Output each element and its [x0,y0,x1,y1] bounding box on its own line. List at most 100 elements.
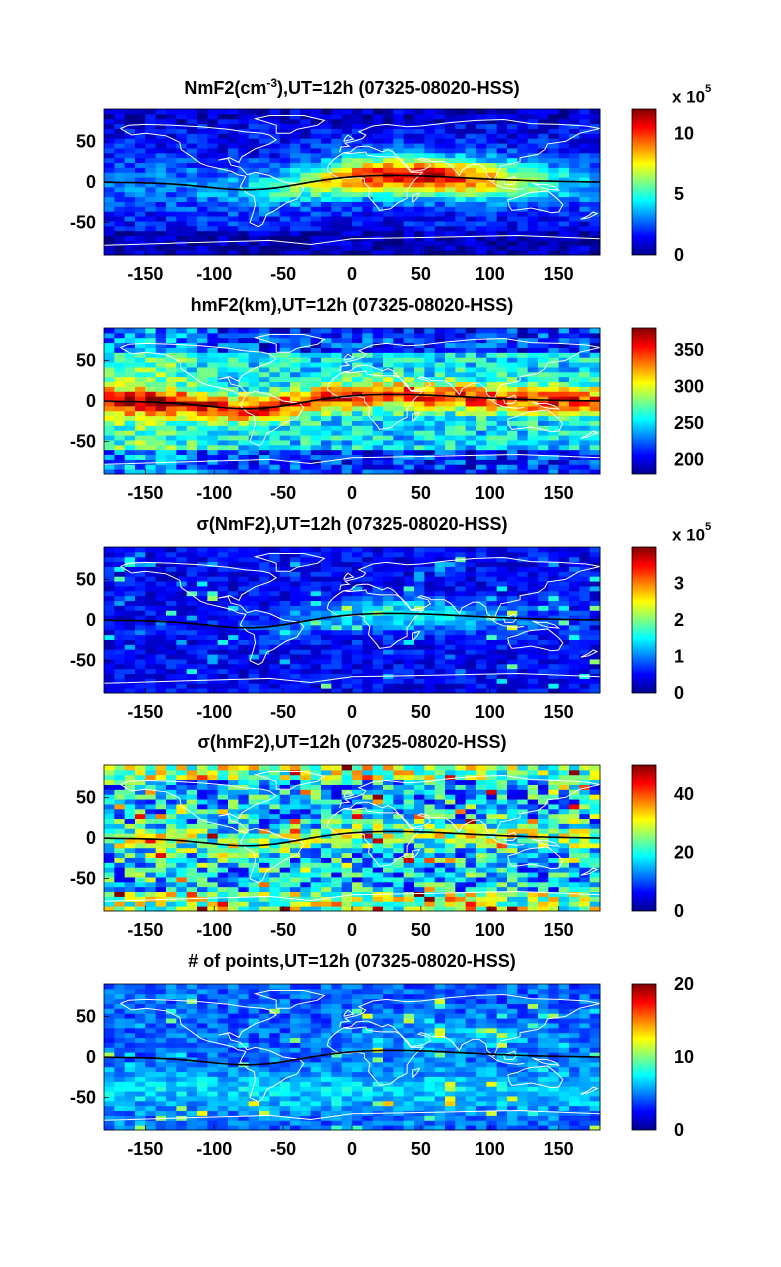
heatmap-cell [176,352,188,358]
heatmap-cell [238,401,250,407]
heatmap-cell [403,147,415,154]
heatmap-cell [424,469,436,475]
heatmap-cell [579,250,591,256]
heatmap-cell [486,881,498,888]
heatmap-cell [321,220,332,227]
heatmap-cell [124,585,136,592]
heatmap-cell [579,172,591,178]
heatmap-cell [248,634,260,640]
heatmap-cell [558,216,570,222]
heatmap-cell [166,881,177,888]
heatmap-cell [207,454,219,460]
heatmap-cell [569,683,580,689]
heatmap-cell [176,449,188,456]
heatmap-cell [114,177,126,183]
heatmap-cell [279,425,291,431]
heatmap-cell [579,901,591,907]
heatmap-cell [124,143,136,149]
heatmap-cell [558,547,570,553]
heatmap-cell [372,867,384,873]
heatmap-cell [424,425,436,431]
heatmap-cell [248,196,260,202]
heatmap-cell [279,191,291,198]
heatmap-cell [176,615,188,621]
heatmap-cell [341,556,353,563]
heatmap-cell [310,401,322,407]
heatmap-cell [538,216,549,222]
heatmap-cell [217,585,229,592]
heatmap-cell [403,371,415,378]
heatmap-cell [321,196,332,202]
heatmap-cell [548,561,560,567]
heatmap-cell [548,162,560,168]
heatmap-cell [290,551,301,558]
heatmap-cell [269,332,281,339]
heatmap-cell [372,138,384,144]
heatmap-cell [362,109,374,115]
heatmap-cell [507,862,518,868]
heatmap-cell [331,435,343,441]
heatmap-cell [176,138,188,144]
heatmap-cell [372,906,384,912]
heatmap-cell [476,658,487,665]
heatmap-cell [135,605,146,611]
heatmap-cell [331,206,343,212]
heatmap-cell [558,585,570,592]
heatmap-cell [228,420,239,426]
heatmap-cell [104,639,115,645]
heatmap-cell [507,371,518,378]
heatmap-cell [383,177,394,183]
heatmap-cell [569,624,580,631]
heatmap-cell [517,162,529,168]
heatmap-cell [538,152,549,159]
heatmap-cell [372,362,384,368]
heatmap-cell [135,206,146,212]
heatmap-cell [269,157,281,164]
heatmap-cell [403,235,415,241]
heatmap-cell [321,876,332,883]
heatmap-cell [321,444,332,451]
heatmap-cell [176,688,188,694]
heatmap-cell [176,167,188,173]
heatmap-cell [352,186,363,193]
heatmap-cell [145,629,157,636]
heatmap-cell [465,668,477,675]
heatmap-cell [114,152,126,159]
heatmap-cell [279,138,291,144]
heatmap-cell [197,444,208,451]
heatmap-cell [548,157,560,164]
heatmap-cell [496,128,508,134]
heatmap-cell [238,449,250,456]
heatmap-cell [579,581,591,587]
heatmap-cell [569,420,580,426]
heatmap-cell [496,201,508,207]
heatmap-cell [331,430,343,436]
heatmap-cell [434,250,446,256]
heatmap-cell [414,152,425,159]
heatmap-cell [424,454,436,460]
heatmap-cell [145,425,157,431]
heatmap-cell [145,891,157,897]
heatmap-cell [217,688,229,694]
heatmap-cell [465,644,477,650]
heatmap-cell [434,449,446,456]
heatmap-cell [445,113,456,120]
heatmap-cell [517,576,529,582]
heatmap-cell [248,138,260,144]
heatmap-cell [517,235,529,241]
heatmap-cell [228,896,239,902]
heatmap-cell [124,109,136,115]
heatmap-cell [166,862,177,868]
heatmap-cell [455,113,467,120]
heatmap-cell [155,152,167,159]
heatmap-cell [383,886,394,893]
heatmap-cell [352,556,363,563]
heatmap-cell [352,347,363,353]
heatmap-cell [207,547,219,553]
heatmap-cell [517,182,529,188]
heatmap-cell [476,216,487,222]
heatmap-cell [166,162,177,168]
heatmap-cell [372,663,384,670]
heatmap-cell [248,201,260,207]
heatmap-cell [538,250,549,256]
